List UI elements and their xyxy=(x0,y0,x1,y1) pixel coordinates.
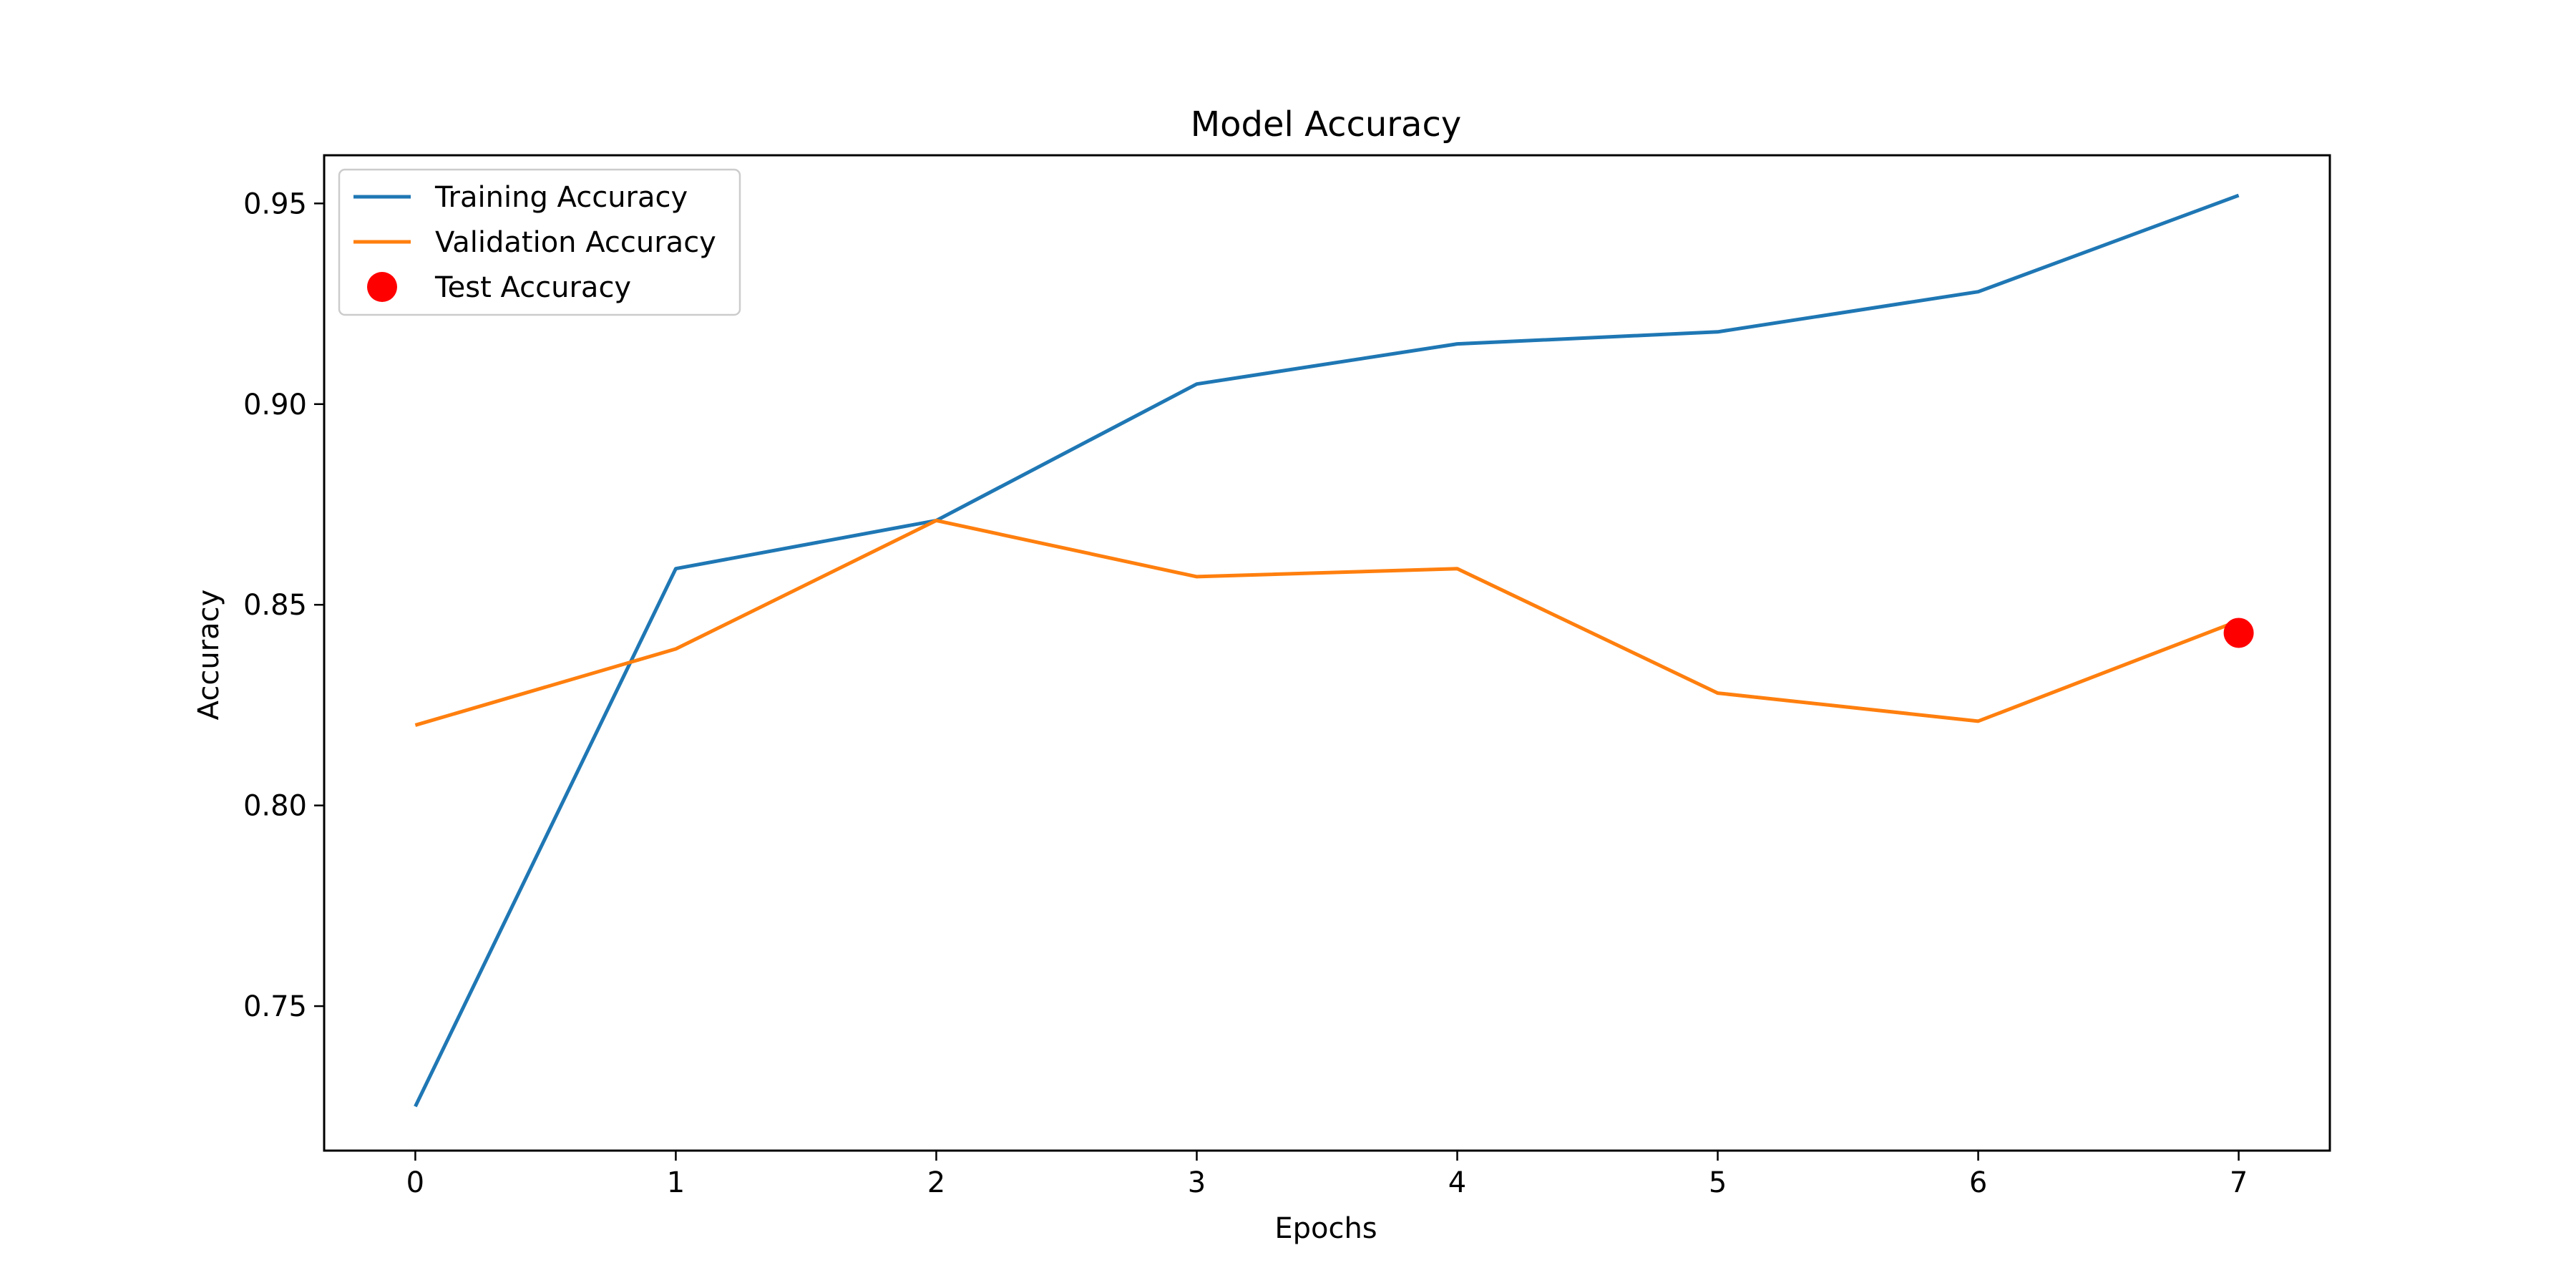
y-axis-ticks: 0.75 0.80 0.85 0.90 0.95 xyxy=(243,187,324,1023)
legend-label-1: Validation Accuracy xyxy=(435,226,716,259)
y-tick-label: 0.85 xyxy=(243,589,307,622)
legend-label-0: Training Accuracy xyxy=(434,181,688,214)
x-tick-label: 7 xyxy=(2230,1166,2248,1199)
x-tick-label: 2 xyxy=(927,1166,945,1199)
plot-area-frame xyxy=(323,154,2331,1152)
chart-title: Model Accuracy xyxy=(1191,104,1462,145)
x-tick-label: 3 xyxy=(1188,1166,1206,1199)
y-tick-label: 0.75 xyxy=(243,990,307,1023)
x-tick-label: 0 xyxy=(406,1166,424,1199)
legend-box xyxy=(338,168,741,316)
series-layer xyxy=(414,193,2254,1108)
legend: Training Accuracy Validation Accuracy Test… xyxy=(338,168,741,316)
y-tick-label: 0.80 xyxy=(243,790,307,823)
y-axis-label: Accuracy xyxy=(192,590,225,721)
x-axis-ticks: 0 1 2 3 4 5 6 7 xyxy=(406,1151,2248,1199)
series-line-0 xyxy=(414,193,2240,1108)
x-tick-label: 6 xyxy=(1969,1166,1987,1199)
x-tick-label: 1 xyxy=(667,1166,685,1199)
series-line-1 xyxy=(414,518,2240,727)
test-accuracy-point xyxy=(2223,618,2254,648)
x-tick-label: 5 xyxy=(1709,1166,1727,1199)
x-tick-label: 4 xyxy=(1448,1166,1466,1199)
legend-label-2: Test Accuracy xyxy=(434,271,631,304)
y-tick-label: 0.95 xyxy=(243,187,307,220)
y-tick-label: 0.90 xyxy=(243,389,307,421)
legend-swatch-2 xyxy=(367,272,397,302)
x-axis-label: Epochs xyxy=(1274,1212,1377,1245)
